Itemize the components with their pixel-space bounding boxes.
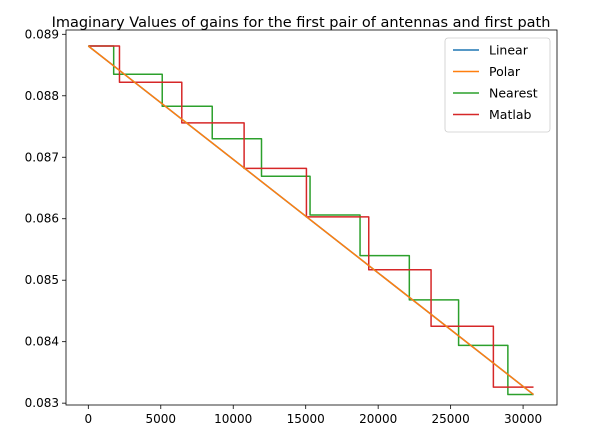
series-line-polar: [87, 45, 534, 396]
y-tick-label: 0.087: [25, 150, 59, 164]
legend-label-polar: Polar: [489, 64, 521, 79]
y-tick-label: 0.084: [25, 335, 59, 349]
x-tick-label: 25000: [432, 412, 470, 426]
y-tick-label: 0.083: [25, 396, 59, 410]
plot-series: [87, 45, 534, 396]
y-axis: 0.083 0.084 0.085 0.086 0.087 0.088 0.089: [25, 27, 66, 410]
x-tick-label: 5000: [146, 412, 177, 426]
series-line-nearest: [88, 45, 534, 396]
legend-label-nearest: Nearest: [489, 86, 538, 101]
y-tick-label: 0.089: [25, 27, 59, 41]
y-tick-label: 0.086: [25, 212, 59, 226]
legend-box: [444, 37, 551, 133]
legend-label-matlab: Matlab: [489, 107, 531, 122]
series-line-matlab: [88, 45, 534, 388]
x-tick-label: 20000: [359, 412, 397, 426]
chart-title: Imaginary Values of gains for the first …: [52, 15, 551, 31]
legend: Linear Polar Nearest Matlab: [444, 37, 551, 133]
x-tick-label: 10000: [214, 412, 252, 426]
x-tick-label: 15000: [287, 412, 325, 426]
y-tick-label: 0.088: [25, 89, 59, 103]
x-tick-label: 30000: [504, 412, 542, 426]
x-axis: 0 5000 10000 15000 20000 25000 30000: [84, 405, 542, 426]
y-tick-label: 0.085: [25, 273, 59, 287]
plot-area-frame: [65, 29, 558, 406]
legend-label-linear: Linear: [489, 43, 529, 58]
x-tick-label: 0: [84, 412, 92, 426]
